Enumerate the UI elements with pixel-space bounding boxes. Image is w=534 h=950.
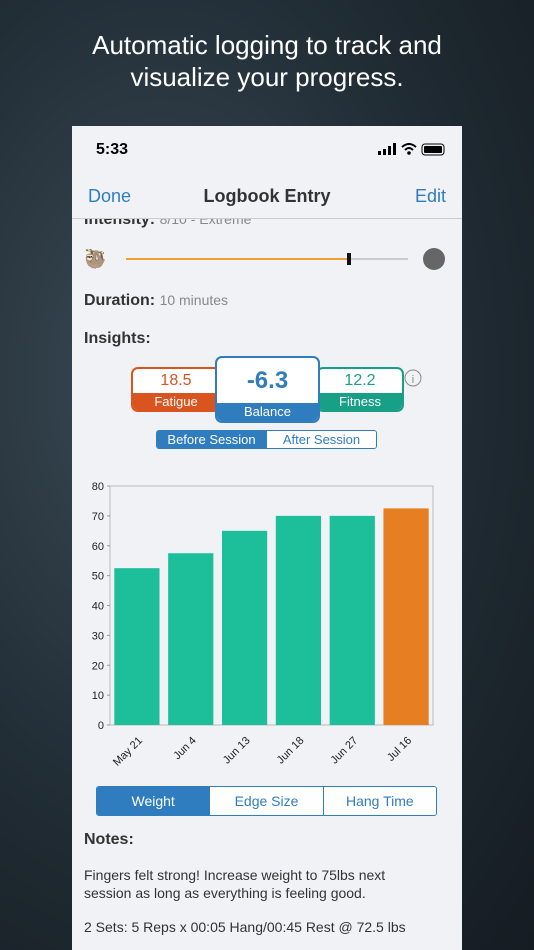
intensity-value: 8/10 - Extreme [159,219,252,227]
y-tick-label: 70 [92,511,104,523]
bar [329,515,375,725]
bar [221,530,268,725]
fatigue-value: 18.5 [160,372,192,389]
chart-tab[interactable]: Edge Size [209,787,323,815]
fatigue-label: Fatigue [133,393,219,410]
edit-button[interactable]: Edit [414,186,446,206]
svg-text:i: i [412,374,414,386]
chart-tabs: Weight Edge Size Hang Time [96,786,437,816]
slider: 🦥 [84,248,445,270]
x-tick-label: Jun 18 [275,735,307,767]
done-button[interactable]: Done [88,186,132,206]
intensity-label: Intensity: [84,219,156,228]
y-tick-label: 30 [92,630,104,642]
info-icon[interactable]: i [404,369,424,389]
x-tick-label: Jun 13 [221,735,253,767]
y-tick-label: 50 [92,571,104,583]
y-tick-label: 60 [92,541,104,553]
x-tick-label: Jun 27 [329,735,361,767]
bar [114,568,160,725]
intensity: Intensity: 8/10 - Extreme [84,219,251,229]
headline: Automatic logging to track and [92,30,442,60]
bar [168,553,214,725]
notes-summary: 2 Sets: 5 Reps x 00:05 Hang/00:45 Rest @… [84,919,406,935]
session-tabs: Before Session After Session [156,430,377,449]
bar [275,515,322,725]
session-tab[interactable]: After Session [266,431,376,448]
y-tick-label: 10 [92,690,104,702]
content: Intensity: 8/10 - Extreme 🦥 Duration: 10… [72,219,462,950]
x-tick-label: May 21 [111,735,145,769]
session-tab[interactable]: Before Session [157,431,266,448]
duration-value: 10 minutes [159,292,229,308]
chart-tab[interactable]: Weight [97,787,210,815]
status-icons [378,143,445,156]
balance-box: -6.3 Balance [215,356,320,423]
notes-title: Notes: [84,831,134,848]
headline: visualize your progress. [130,62,404,92]
balance-label: Balance [217,403,318,421]
divider [72,218,462,219]
fitness-box: 12.2 Fitness [316,367,404,412]
y-tick-label: 80 [92,481,104,493]
notes-body: Fingers felt strong! Increase weight to … [84,867,386,901]
x-tick-label: Jul 16 [385,735,414,764]
duration: Duration: 10 minutes [84,292,228,310]
fitness-label: Fitness [318,393,402,410]
x-tick-label: Jun 4 [171,735,199,763]
y-tick-label: 0 [98,720,104,732]
fitness-value: 12.2 [344,372,376,389]
y-tick-label: 40 [92,601,104,613]
balance-value: -6.3 [246,367,289,394]
chart-tab[interactable]: Hang Time [322,787,436,815]
insights-title: Insights: [84,330,151,347]
bar [383,508,429,725]
svg-text:🦥: 🦥 [84,248,106,269]
duration-label: Duration: [84,292,156,309]
status-time: 5:33 [96,141,129,158]
y-tick-label: 20 [92,660,104,672]
nav-title: Logbook Entry [203,186,331,206]
